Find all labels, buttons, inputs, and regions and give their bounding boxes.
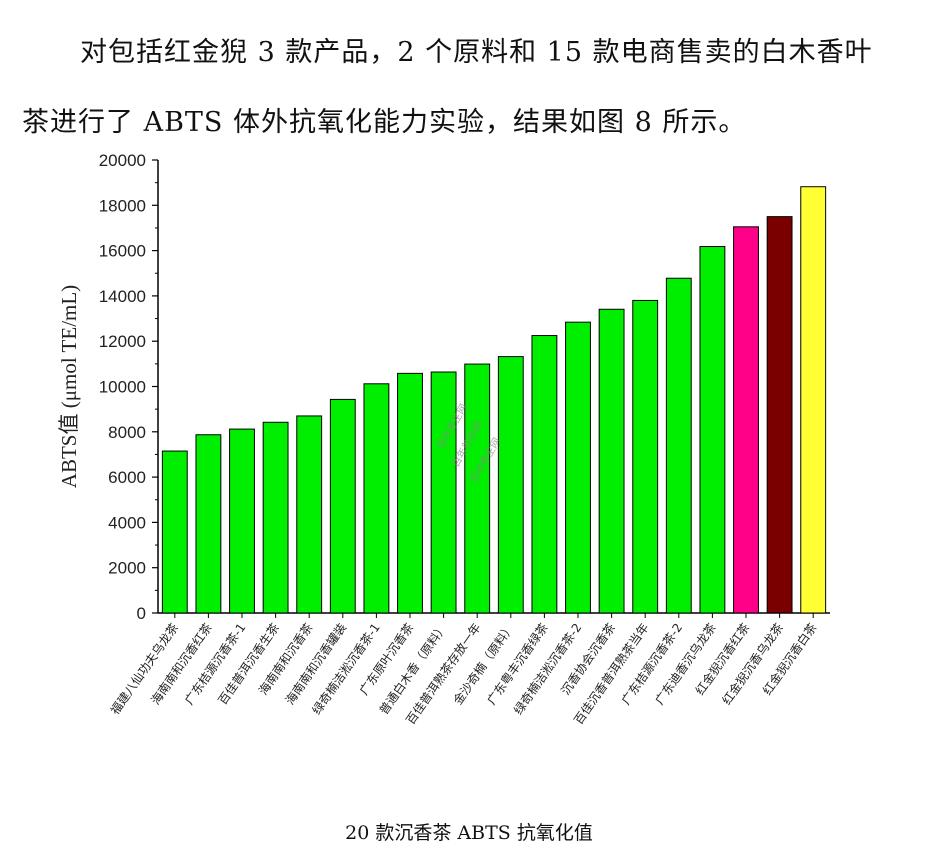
bar-2 — [195, 434, 222, 614]
x-category-label: 海南南和沉香红茶 — [147, 620, 214, 707]
bar-10 — [464, 363, 491, 614]
bar-5 — [296, 415, 323, 614]
bar-19 — [766, 216, 793, 614]
x-category-label: 金沙奇楠（原料） — [450, 620, 517, 707]
y-tick-label: 18000 — [99, 196, 146, 215]
bar-12 — [531, 335, 558, 614]
figure-caption: 20 款沉香茶 ABTS 抗氧化值 — [345, 822, 593, 844]
bar-1 — [161, 450, 188, 614]
bar-14 — [598, 308, 625, 614]
x-category-label: 广东粤丰沉香绿茶 — [483, 620, 550, 707]
bar-9 — [430, 371, 457, 614]
abts-bar-chart: 0 2000 4000 6000 8000 10000 12000 14000 16000 180… — [57, 151, 830, 727]
y-tick-label: 2000 — [108, 559, 146, 578]
x-category-label: 海南南和沉香罐装 — [282, 620, 349, 707]
bar-7 — [363, 383, 390, 614]
x-category-label: 广东桔源沉香茶-1 — [181, 620, 248, 707]
y-tick-label: 10000 — [99, 378, 146, 397]
chart-bars — [161, 186, 827, 614]
y-tick-label: 4000 — [108, 513, 146, 532]
y-tick-label: 8000 — [108, 423, 146, 442]
x-category-label: 红金猊沉香乌龙茶 — [719, 620, 786, 707]
bar-11 — [497, 356, 524, 614]
y-tick-label: 12000 — [99, 332, 146, 351]
bar-18 — [733, 226, 759, 614]
bar-6 — [329, 398, 356, 614]
x-category-label: 广东迪香沉乌龙茶 — [651, 620, 718, 707]
bar-16 — [665, 277, 692, 614]
paragraph-line-2: 茶进行了 ABTS 体外抗氧化能力实验，结果如图 8 所示。 — [22, 107, 747, 138]
bar-13 — [565, 321, 591, 614]
bar-17 — [699, 246, 726, 614]
y-axis-ticks: 0 2000 4000 6000 8000 10000 12000 14000 16000 180… — [99, 151, 158, 623]
x-axis-categories: 福建八仙功夫乌龙茶海南南和沉香红茶广东桔源沉香茶-1百佳普洱沉香生茶海南南和沉香… — [107, 613, 820, 727]
y-tick-label: 20000 — [99, 151, 146, 170]
bar-20 — [800, 186, 827, 614]
y-tick-label: 6000 — [108, 468, 146, 487]
bar-3 — [229, 428, 255, 614]
bar-8 — [397, 372, 423, 614]
paragraph-line-1: 对包括红金猊 3 款产品，2 个原料和 15 款电商售卖的白木香叶 — [80, 37, 873, 68]
y-axis-label: ABTS值 (μmol TE/mL) — [57, 285, 81, 488]
x-category-label: 广东桔源沉香茶-2 — [618, 620, 685, 707]
chart-axes — [157, 160, 830, 614]
bar-15 — [632, 299, 659, 614]
y-tick-label: 16000 — [99, 242, 146, 261]
y-tick-label: 14000 — [99, 287, 146, 306]
y-tick-label: 0 — [137, 604, 146, 623]
x-category-label: 百佳普洱沉香生茶 — [215, 620, 282, 707]
bar-4 — [262, 421, 289, 614]
